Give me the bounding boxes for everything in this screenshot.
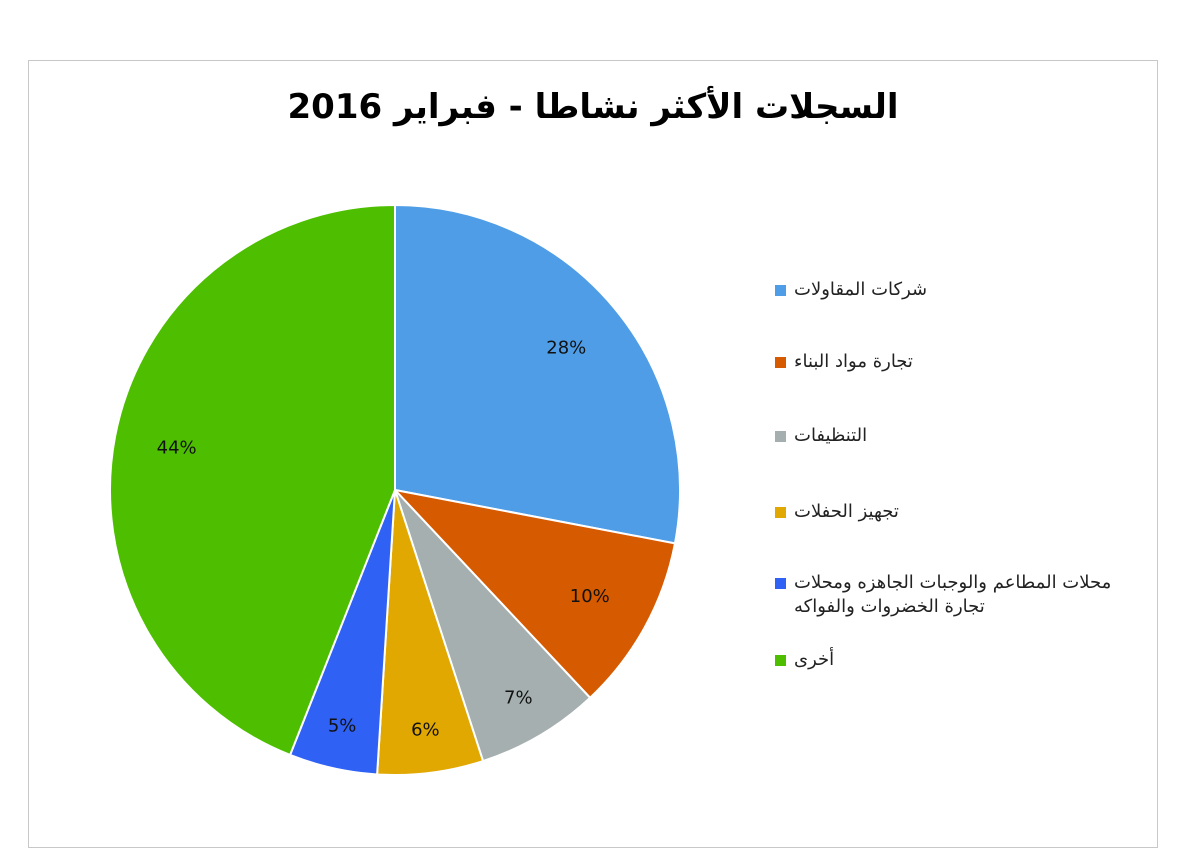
data-label: 10% bbox=[570, 586, 610, 607]
data-label: 6% bbox=[411, 719, 440, 740]
pie-slice bbox=[109, 203, 396, 757]
legend-swatch bbox=[775, 507, 786, 518]
pie-slice bbox=[394, 489, 592, 763]
legend-item: تجهيز الحفلات bbox=[775, 500, 899, 524]
legend-swatch bbox=[775, 285, 786, 296]
legend-item: التنظيفات bbox=[775, 424, 867, 448]
chart-frame bbox=[28, 60, 1158, 848]
data-label: 5% bbox=[328, 715, 357, 736]
legend-item: شركات المقاولات bbox=[775, 278, 927, 302]
chart-title: السجلات الأكثر نشاطا - فبراير 2016 bbox=[288, 85, 899, 127]
legend-swatch bbox=[775, 655, 786, 666]
legend-swatch bbox=[775, 578, 786, 589]
legend-label: تجهيز الحفلات bbox=[794, 501, 899, 522]
data-label: 28% bbox=[546, 337, 586, 358]
legend-label: التنظيفات bbox=[794, 425, 868, 446]
legend-item: محلات المطاعم والوجبات الجاهزه ومحلات تج… bbox=[775, 571, 1134, 619]
legend-item: تجارة مواد البناء bbox=[775, 350, 913, 374]
legend-swatch bbox=[775, 357, 786, 368]
legend-label: محلات المطاعم والوجبات الجاهزه ومحلات تج… bbox=[794, 572, 1112, 617]
legend-label: تجارة مواد البناء bbox=[794, 351, 913, 372]
legend-label: أخرى bbox=[794, 649, 835, 670]
legend-item: أخرى bbox=[775, 648, 834, 672]
data-label: 44% bbox=[157, 437, 197, 458]
pie-slice bbox=[394, 203, 681, 545]
data-label: 7% bbox=[504, 688, 533, 709]
legend-swatch bbox=[775, 431, 786, 442]
legend-label: شركات المقاولات bbox=[794, 279, 928, 300]
pie-slice bbox=[392, 488, 677, 700]
